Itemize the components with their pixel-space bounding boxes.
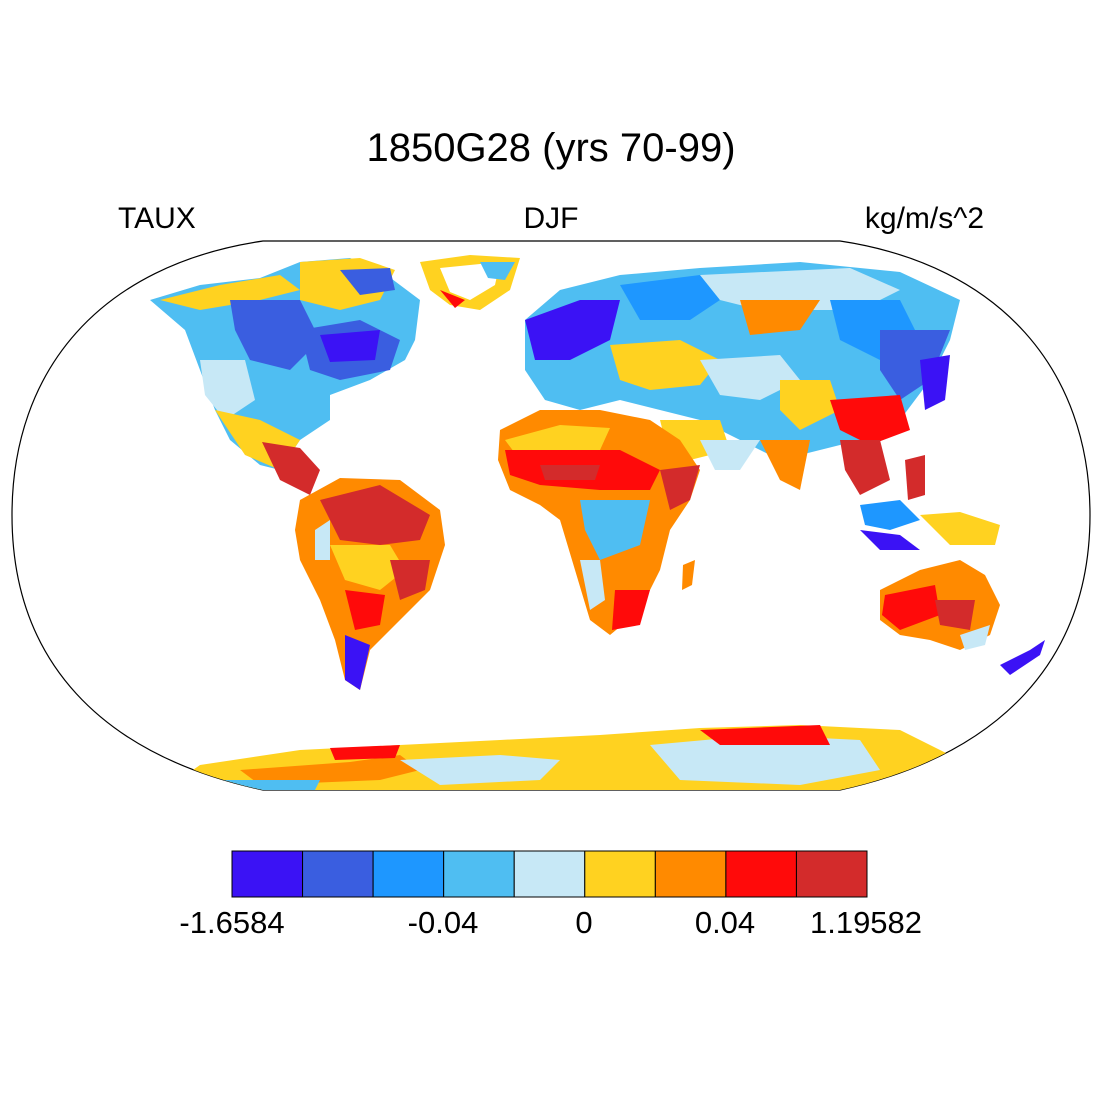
colorbar bbox=[231, 850, 868, 898]
colorbar-label-zero: 0 bbox=[575, 905, 593, 940]
colorbar-label-min: -1.6584 bbox=[179, 905, 285, 940]
africa-region bbox=[498, 410, 700, 635]
maritime-asia-region bbox=[860, 455, 1000, 550]
colorbar-box-8 bbox=[795, 850, 868, 898]
colorbar-box-3 bbox=[443, 850, 515, 898]
colorbar-box-6 bbox=[654, 850, 727, 898]
colorbar-box-0 bbox=[231, 850, 304, 898]
north-america-region bbox=[150, 258, 420, 495]
new-zealand-region bbox=[1000, 640, 1045, 675]
greenland-region bbox=[420, 255, 520, 310]
colorbar-frame bbox=[231, 850, 868, 898]
south-america-region bbox=[295, 478, 445, 690]
antarctica-region bbox=[150, 725, 960, 790]
variable-label: TAUX bbox=[118, 202, 196, 235]
colorbar-label-pos: 0.04 bbox=[694, 905, 756, 940]
colorbar-label-neg: -0.04 bbox=[407, 905, 479, 940]
eurasia-region bbox=[525, 262, 960, 495]
australia-region bbox=[880, 560, 1000, 650]
colorbar-label-max: 1.19582 bbox=[809, 905, 923, 940]
colorbar-box-5 bbox=[584, 850, 656, 898]
colorbar-box-4 bbox=[513, 850, 586, 898]
madagascar-region bbox=[682, 560, 695, 590]
units-label: kg/m/s^2 bbox=[864, 202, 984, 235]
season-label: DJF bbox=[523, 202, 579, 235]
colorbar-box-7 bbox=[725, 850, 797, 898]
colorbar-box-2 bbox=[372, 850, 445, 898]
colorbar-box-1 bbox=[302, 850, 374, 898]
plot-title: 1850G28 (yrs 70-99) bbox=[366, 126, 736, 170]
